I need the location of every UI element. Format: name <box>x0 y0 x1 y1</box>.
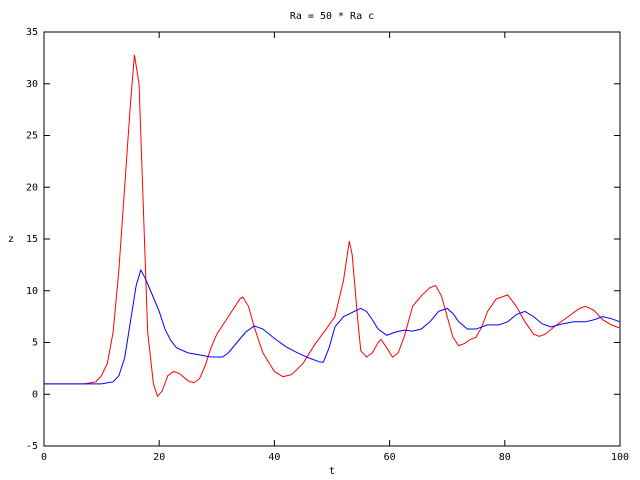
chart-title: Ra = 50 * Ra c <box>290 11 374 22</box>
y-tick-label: 5 <box>32 338 38 349</box>
y-tick-label: 20 <box>26 182 38 193</box>
x-axis-label: t <box>329 466 335 477</box>
x-tick-label: 80 <box>499 452 511 463</box>
y-tick-label: 10 <box>26 286 38 297</box>
y-tick-label: 25 <box>26 131 38 142</box>
y-tick-label: 30 <box>26 79 38 90</box>
y-tick-label: 15 <box>26 234 38 245</box>
y-tick-label: 35 <box>26 27 38 38</box>
x-tick-label: 100 <box>611 452 629 463</box>
y-axis-label: z <box>8 234 14 245</box>
x-tick-label: 20 <box>153 452 165 463</box>
y-tick-label: -5 <box>26 441 38 452</box>
data-line <box>44 54 621 398</box>
x-tick-label: 40 <box>268 452 280 463</box>
data-line <box>44 268 621 385</box>
plot-frame <box>43 31 621 447</box>
x-tick-label: 0 <box>41 452 47 463</box>
x-tick-label: 60 <box>384 452 396 463</box>
y-tick-label: 0 <box>32 389 38 400</box>
